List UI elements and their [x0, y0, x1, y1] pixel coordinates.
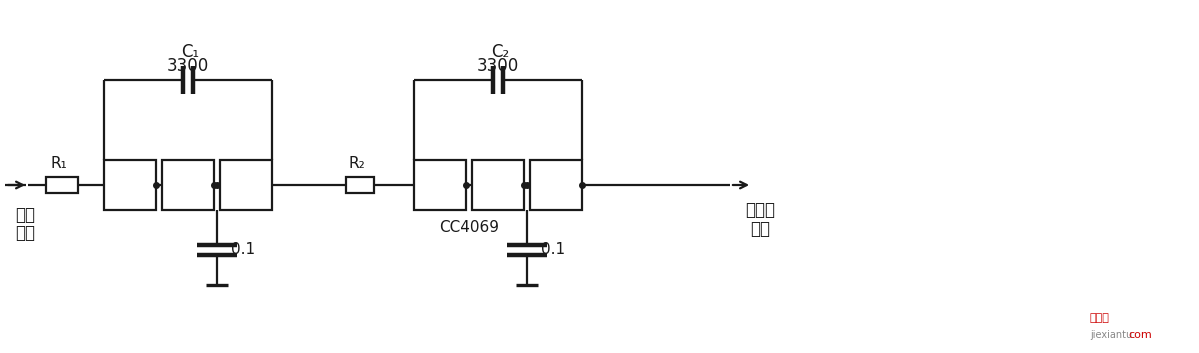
Text: 0.1: 0.1 [231, 243, 255, 257]
Text: jiexiantu.: jiexiantu. [1090, 330, 1135, 340]
Bar [162, 160, 213, 210]
Text: C₂: C₂ [490, 43, 510, 61]
Text: 方波: 方波 [16, 206, 35, 224]
Text: C₁: C₁ [181, 43, 199, 61]
Bar [46, 177, 78, 193]
Text: 正弦波: 正弦波 [745, 201, 775, 219]
Text: 3300: 3300 [167, 57, 209, 75]
Text: 0.1: 0.1 [541, 243, 565, 257]
Text: 输出: 输出 [751, 220, 770, 238]
Bar [414, 160, 466, 210]
Text: 3300: 3300 [477, 57, 519, 75]
Bar [530, 160, 582, 210]
Text: 输入: 输入 [16, 224, 35, 242]
Text: R₁: R₁ [50, 156, 67, 170]
Bar [472, 160, 524, 210]
Text: 接线图: 接线图 [1090, 313, 1110, 323]
Text: com: com [1128, 330, 1152, 340]
Bar [219, 160, 272, 210]
Bar [104, 160, 156, 210]
Text: R₂: R₂ [349, 156, 366, 170]
Bar [347, 177, 374, 193]
Text: CC4069: CC4069 [439, 221, 499, 235]
